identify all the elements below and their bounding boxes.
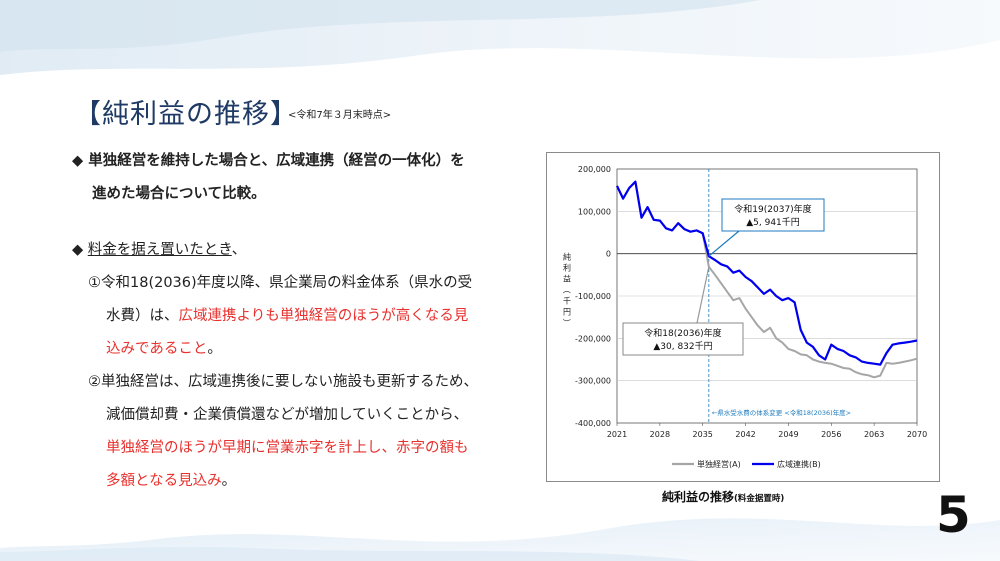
page-title: 【純利益の推移】 (74, 99, 298, 130)
y-axis-label-char: 千 (563, 296, 571, 306)
y-tick-label: -100,000 (575, 292, 611, 301)
y-axis-label-char: 益 (563, 274, 571, 284)
legend-label: 単独経営(A) (697, 459, 741, 469)
y-tick-label: -400,000 (575, 419, 611, 428)
callout-line-1: 令和19(2037)年度 (734, 203, 811, 215)
bullet-condition-tail: 、 (231, 242, 247, 258)
page-number: 5 (936, 486, 971, 544)
bullet-line-10-red: 多額となる見込み (106, 473, 222, 489)
y-tick-label: 0 (606, 250, 611, 259)
bullet-line-2: 進めた場合について比較。 (92, 186, 266, 202)
net-profit-chart: 200,000 100,000 0 -100,000 -200,000 -300,000 -… (562, 165, 927, 469)
bullet-line-6: 込みであること。 (106, 339, 222, 359)
callout-leader (708, 230, 740, 257)
y-tick-label: -300,000 (575, 377, 611, 386)
bullet-marker: ◆ (72, 242, 88, 258)
reference-note: ←県水受水費の体系変更 <令和18(2036)年度> (712, 408, 851, 417)
bullet-condition: 料金を据え置いたとき (87, 242, 232, 258)
chart-caption: 純利益の推移(料金据置時) (662, 488, 784, 505)
chart-frame: 200,000 100,000 0 -100,000 -200,000 -300,000 -… (546, 152, 940, 482)
x-tick-label: 2049 (778, 430, 798, 439)
y-axis-label-char: ） (562, 319, 571, 327)
bullet-line-10-tail: 。 (221, 473, 237, 489)
bullet-line-5-black: 水費）は、 (106, 308, 179, 324)
series-line-regional (616, 180, 918, 366)
bullet-line-1: ◆ 単独経営を維持した場合と、広域連携（経営の一体化）を (72, 153, 465, 169)
y-axis-label-char: （ (562, 286, 571, 294)
y-tick-label: 200,000 (578, 165, 611, 174)
y-axis-label-char: 利 (563, 263, 571, 273)
callout-line-1: 令和18(2036)年度 (644, 327, 721, 339)
bullet-line-3: ◆ 料金を据え置いたとき、 (72, 240, 246, 260)
bullet-line-4: ①令和18(2036)年度以降、県企業局の料金体系（県水の受 (88, 275, 473, 291)
x-tick-label: 2070 (907, 430, 927, 439)
chart-caption-main: 純利益の推移 (662, 490, 735, 504)
callout-leader (696, 266, 710, 324)
x-tick-label: 2028 (650, 430, 670, 439)
y-axis-label-char: 円 (563, 308, 571, 317)
bullet-line-6-red: 込みであること (106, 341, 208, 357)
x-tick-label: 2056 (821, 430, 841, 439)
bullet-line-6-tail: 。 (207, 341, 222, 357)
y-tick-label: -200,000 (575, 334, 611, 343)
x-tick-label: 2021 (607, 430, 627, 439)
x-tick-label: 2042 (735, 430, 755, 439)
x-tick-label: 2063 (864, 430, 884, 439)
bullet-line-9: 単独経営のほうが早期に営業赤字を計上し、赤字の額も (106, 440, 469, 456)
y-tick-label: 100,000 (578, 207, 611, 216)
bullet-line-5-red: 広域連携よりも単独経営のほうが高くなる見 (178, 308, 469, 324)
bullet-line-5: 水費）は、広域連携よりも単独経営のほうが高くなる見 (106, 306, 468, 326)
callout-line-2: ▲30, 832千円 (653, 341, 712, 352)
x-tick-label: 2035 (693, 430, 713, 439)
callout-box (622, 322, 744, 356)
page-subtitle: <令和7年３月末時点> (288, 110, 392, 121)
callout-line-2: ▲5, 941千円 (746, 217, 800, 228)
y-axis-label-char: 純 (563, 252, 571, 262)
callout-box (721, 198, 825, 232)
legend-label: 広域連携(B) (777, 459, 821, 469)
bullet-line-8: 減価償却費・企業債償還などが増加していくことから、 (106, 407, 469, 423)
bullet-line-10: 多額となる見込み。 (106, 471, 236, 491)
bullet-line-7: ②単独経営は、広域連携後に要しない施設も更新するため、 (88, 374, 478, 390)
chart-caption-sub: (料金据置時) (734, 494, 785, 504)
